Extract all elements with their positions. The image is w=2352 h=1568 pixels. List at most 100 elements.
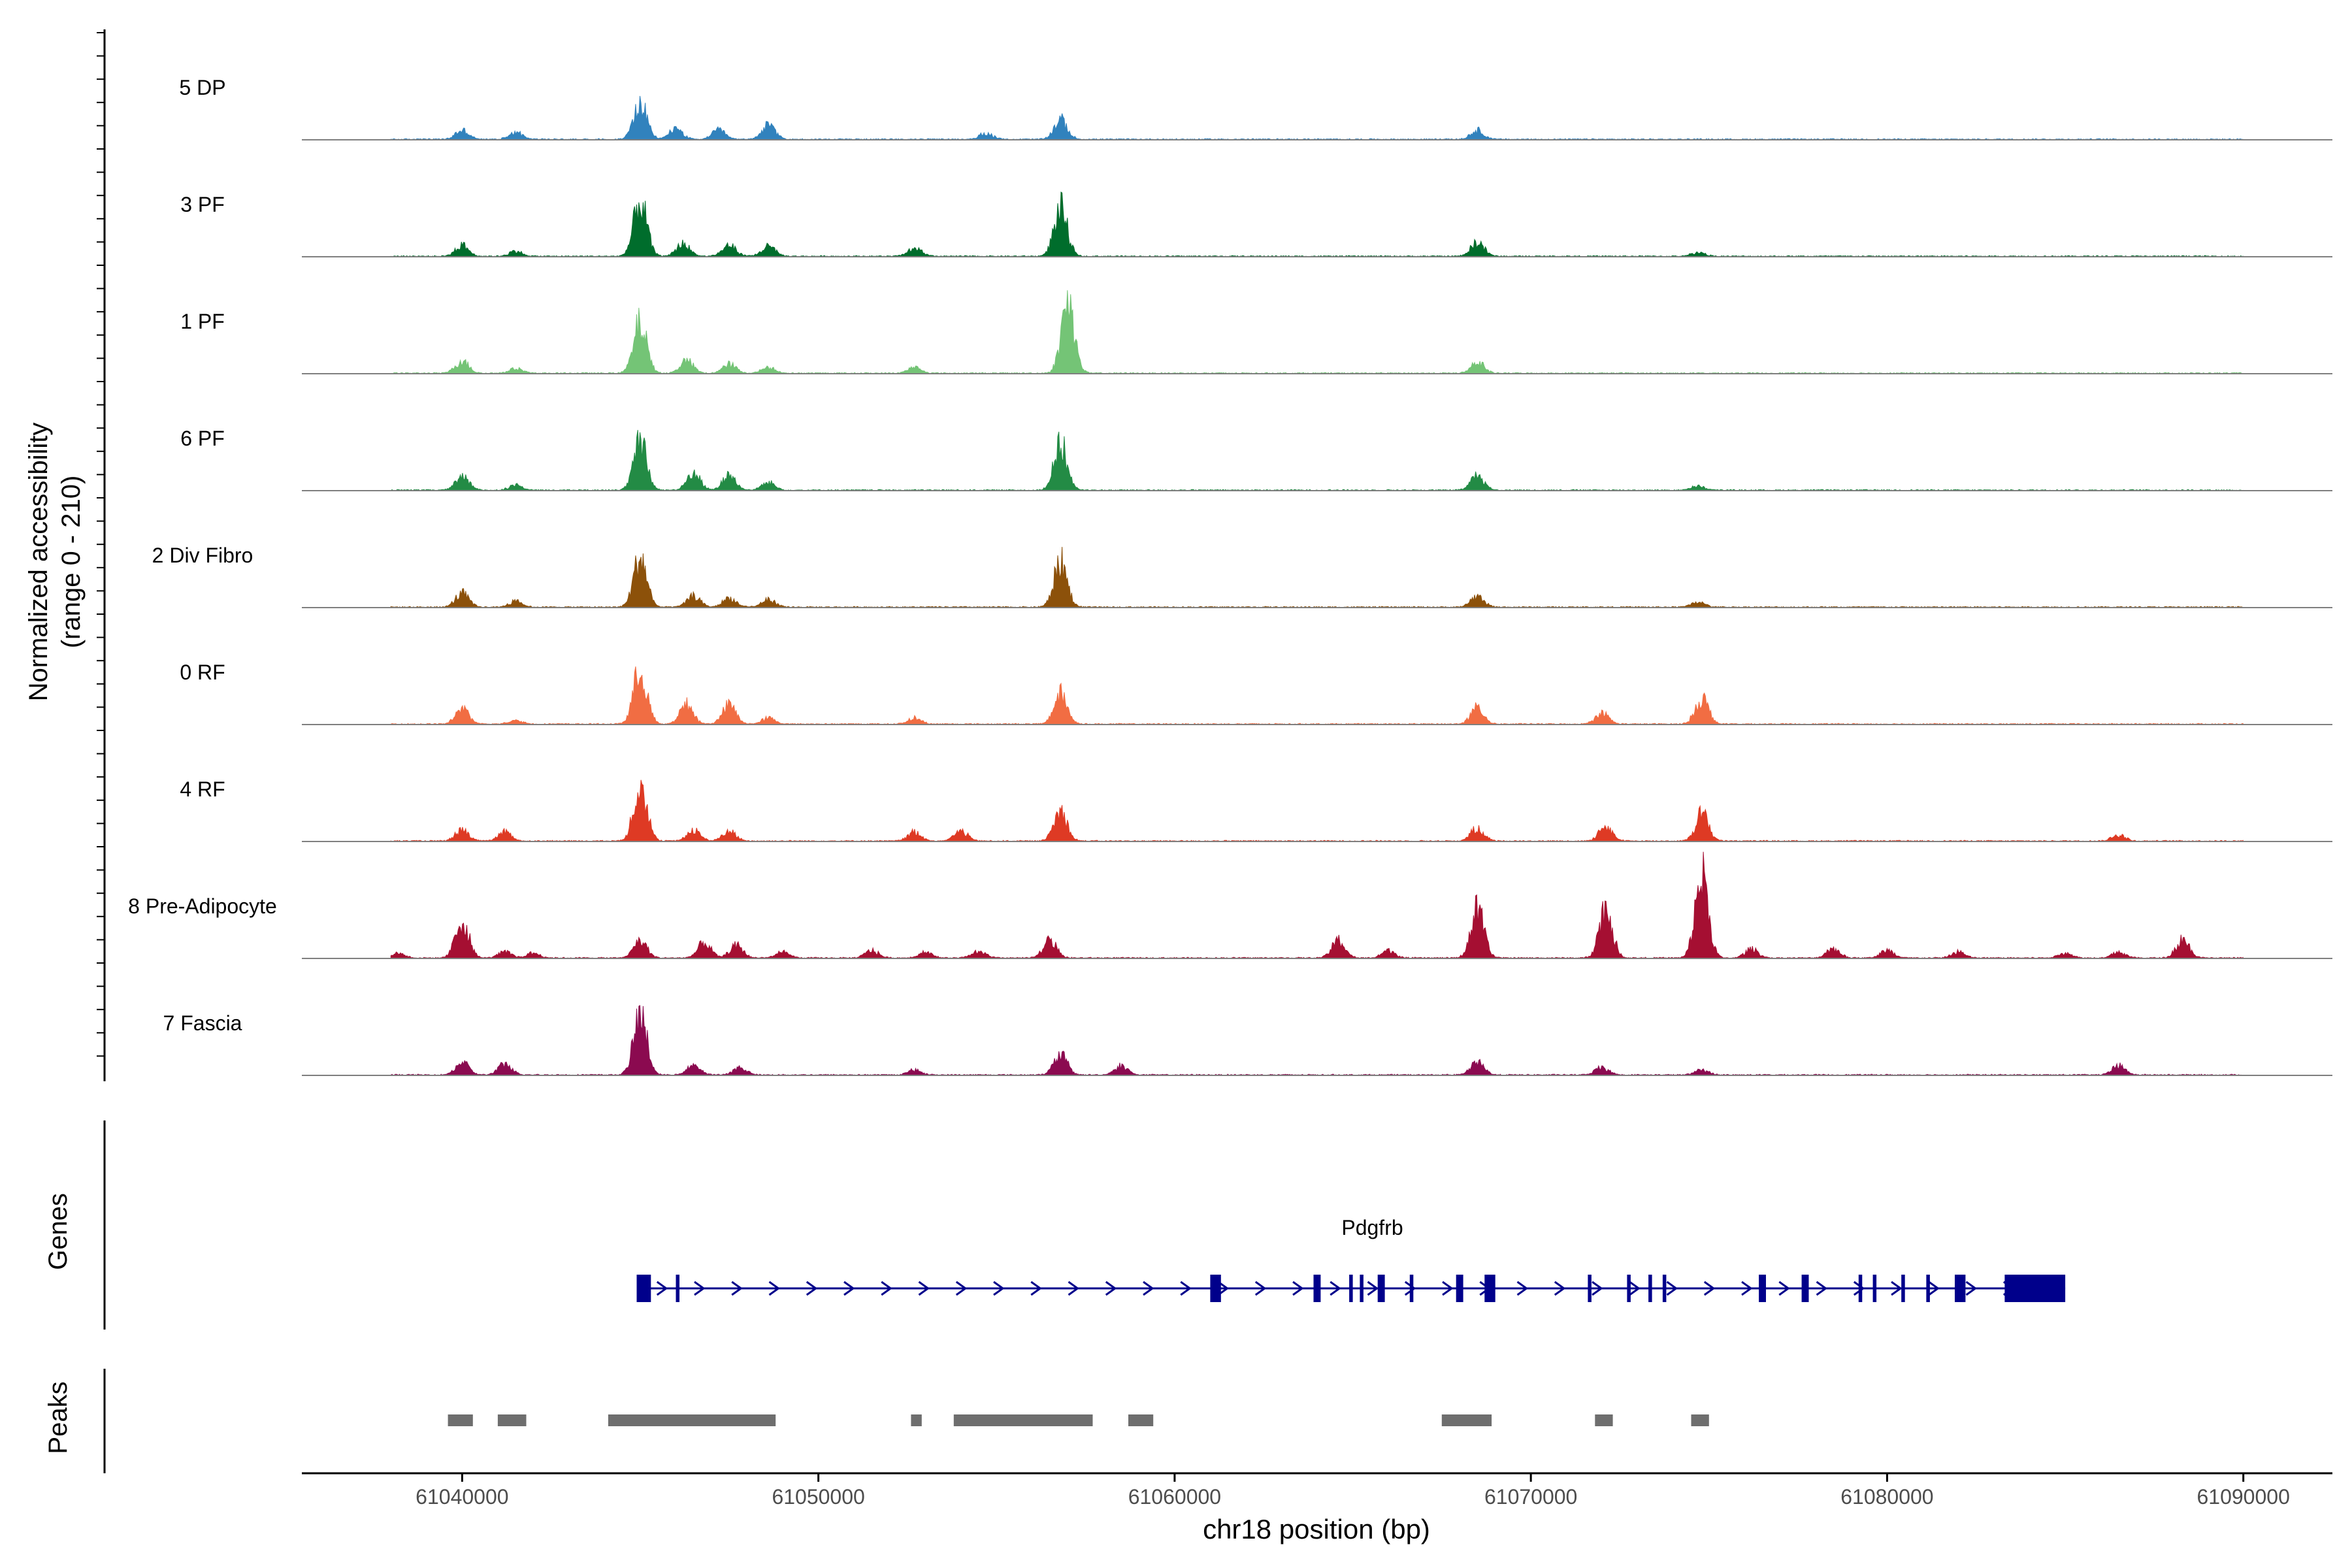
strand-arrow [1068,1281,1080,1296]
coverage-area [390,547,2244,608]
peak-region [1595,1414,1613,1426]
track-8-pre-adipocyte [302,851,2332,959]
track-label: 8 Pre-Adipocyte [128,894,277,918]
strand-arrow [1292,1281,1304,1296]
peak-region [448,1414,473,1426]
strand-arrow [918,1281,930,1296]
y-axis-label-line1: Normalized accessibility [24,423,53,702]
peak-region [1128,1414,1154,1426]
strand-arrow [1853,1281,1865,1296]
exon [1801,1275,1809,1302]
track-7-fascia [302,1005,2332,1076]
strand-arrow [1404,1281,1416,1296]
track-5-dp [302,95,2332,140]
track-label: 6 PF [180,427,225,450]
track-label: 7 Fascia [163,1011,242,1035]
exon [1926,1275,1930,1302]
coverage-area [390,430,2244,491]
exon [1377,1275,1385,1302]
track-label: 5 DP [179,76,225,99]
coverage-area [390,191,2244,257]
track-label: 2 Div Fibro [152,544,253,567]
exon [636,1275,651,1302]
coverage-tracks [302,95,2332,1076]
strand-arrow [806,1281,818,1296]
coverage-area [390,290,2244,374]
exon [1360,1275,1364,1302]
peak-region [497,1414,527,1426]
coverage-area [390,851,2244,959]
exon [1858,1275,1863,1302]
exon [1349,1275,1353,1302]
genes-track-label: Genes [44,1193,73,1270]
coverage-area [390,1005,2244,1076]
track-3-pf [302,191,2332,257]
peak-region [1441,1414,1492,1426]
strand-arrow [1629,1281,1641,1296]
gene-name-label: Pdgfrb [1341,1216,1403,1239]
coverage-area [390,666,2244,725]
exon [1409,1275,1414,1302]
x-tick-label: 61090000 [2197,1485,2289,1509]
x-axis-title: chr18 position (bp) [1203,1514,1430,1544]
peak-region [1691,1414,1709,1426]
exon [1648,1275,1652,1302]
strand-arrow [1965,1281,1978,1296]
strand-arrow [993,1281,1005,1296]
peak-region [953,1414,1093,1426]
exon [1313,1275,1321,1302]
exon [676,1275,679,1302]
exon [2004,1275,2066,1302]
coverage-area [390,779,2244,842]
strand-arrow [1703,1281,1716,1296]
strand-arrow [1143,1281,1154,1296]
track-labels: 5 DP 3 PF 1 PF 6 PF 2 Div Fibro 0 RF 4 RF 8 Pre… [128,76,277,1035]
peaks-track [103,1369,1709,1473]
strand-arrow [694,1281,706,1296]
exon [1588,1275,1592,1302]
exon [1955,1275,1966,1302]
x-tick-label: 61060000 [1128,1485,1221,1509]
strand-arrow [1030,1281,1042,1296]
track-1-pf [302,290,2332,374]
strand-arrow [843,1281,855,1296]
exon [1872,1275,1877,1302]
track-label: 3 PF [180,193,225,216]
exon [1456,1275,1463,1302]
strand-arrow [1816,1281,1828,1296]
strand-arrow [731,1281,743,1296]
x-axis: 61040000 61050000 61060000 61070000 61080000… [302,1472,2332,1509]
strand-arrow [1180,1281,1192,1296]
track-label: 0 RF [180,661,225,684]
strand-arrow [1442,1281,1454,1296]
strand-arrow [1367,1281,1379,1296]
strand-arrow [1891,1281,1903,1296]
strand-arrow [1516,1281,1529,1296]
track-label: 1 PF [180,310,225,333]
track-2-div-fibro [302,547,2332,608]
strand-arrow [1330,1281,1341,1296]
strand-arrow [1105,1281,1117,1296]
track-label: 4 RF [180,777,225,801]
track-0-rf [302,666,2332,725]
strand-arrow [1666,1281,1678,1296]
coverage-area [390,95,2244,140]
strand-arrow [768,1281,781,1296]
strand-arrow [1741,1281,1753,1296]
track-6-pf [302,430,2332,491]
genes-track [103,1120,2066,1330]
exon [1662,1275,1667,1302]
x-tick-label: 61040000 [416,1485,508,1509]
strand-arrow [656,1281,668,1296]
peak-region [911,1414,922,1426]
strand-arrow [1778,1281,1790,1296]
accessibility-y-axis [97,29,106,1081]
x-tick-label: 61050000 [772,1485,864,1509]
peak-region [608,1414,776,1426]
y-axis-label-line2: (range 0 - 210) [57,476,86,649]
strand-arrow [1554,1281,1566,1296]
exon [1484,1275,1495,1302]
exon [1901,1275,1905,1302]
strand-arrow [1217,1281,1230,1296]
